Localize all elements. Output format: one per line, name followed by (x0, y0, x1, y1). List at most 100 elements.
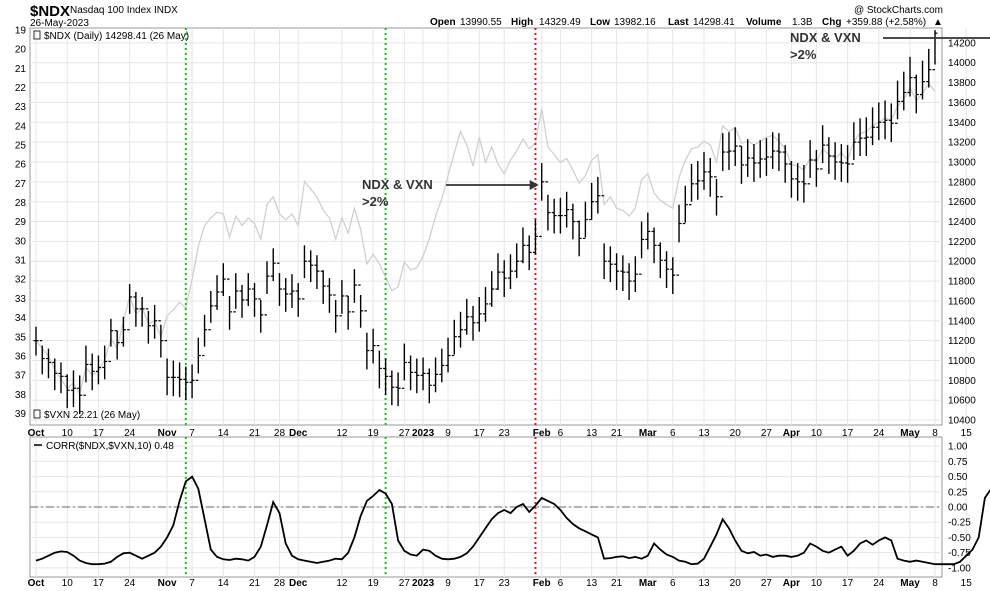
ohlc-bar (145, 308, 151, 344)
x-tick-label: 8 (932, 428, 938, 439)
ohlc-bar (620, 255, 626, 292)
x-tick-label: Apr (783, 578, 800, 589)
x-tick-label: 10 (62, 428, 74, 439)
ohlc-bar (351, 269, 357, 313)
price-grid (30, 28, 967, 425)
ohlc-bar (270, 248, 276, 282)
x-tick-label: 6 (670, 428, 676, 439)
ohlc-bar (77, 375, 83, 415)
ohlc-bar (308, 250, 314, 283)
price-tick-label: 11200 (948, 336, 976, 347)
ohlc-bar (276, 262, 282, 306)
x-tick-label: 6 (558, 578, 564, 589)
ohlc-bar (713, 176, 719, 216)
ohlc-bar (901, 71, 907, 111)
ohlc-bar (220, 263, 226, 296)
x-tick-label: 21 (611, 428, 623, 439)
ohlc-bar (326, 278, 332, 313)
ohlc-bar (289, 274, 295, 308)
ohlc-bar (333, 294, 339, 333)
correlation-line (35, 475, 990, 566)
ohlc-bar (863, 117, 869, 157)
corr-legend-text: CORR($NDX,$VXN,10) 0.48 (46, 441, 174, 452)
ohlc-bar (301, 245, 307, 300)
x-tick-label: 6 (558, 428, 564, 439)
x-tick-label: Nov (158, 578, 177, 589)
x-tick-label: 21 (611, 578, 623, 589)
ohlc-bar (570, 203, 576, 240)
x-tick-label: 2023 (412, 578, 435, 589)
x-tick-label: 19 (368, 428, 380, 439)
ohlc-bar (763, 138, 769, 176)
ohlc-bar (489, 271, 495, 307)
price-tick-label: 13400 (948, 118, 976, 129)
x-tick-label: 17 (842, 578, 854, 589)
annotation-arrow-head (529, 180, 539, 190)
ohlc-bar (782, 145, 788, 183)
corr-tick-label: 0.00 (948, 503, 968, 514)
x-tick-label: 17 (474, 578, 486, 589)
ohlc-bar (595, 176, 601, 214)
ohlc-bar (52, 358, 58, 391)
ohlc-bar (139, 296, 145, 327)
x-tick-label: 10 (62, 578, 74, 589)
ohlc-bar (857, 118, 863, 157)
corr-tick-label: 1.00 (948, 442, 968, 453)
x-tick-label: 10 (811, 578, 823, 589)
x-tick-label: 28 (274, 428, 286, 439)
x-tick-label: 27 (399, 578, 411, 589)
ohlc-bar (408, 355, 414, 391)
symbol-title: $NDX (30, 3, 70, 20)
x-tick-label: 17 (474, 428, 486, 439)
ohlc-bar (651, 227, 657, 264)
axis-labels: 10400 10600 10800 11000 11200 11400 11600 11800… (15, 25, 976, 589)
low-value: 13982.16 (614, 17, 656, 28)
chg-up-icon: ▲ (933, 17, 943, 28)
vxn-tick-label: 22 (15, 83, 27, 94)
x-tick-label: 15 (961, 578, 973, 589)
annotation-line2: >2% (362, 194, 389, 209)
price-tick-label: 12000 (948, 257, 976, 268)
price-tick-label: 13600 (948, 98, 976, 109)
ohlc-bar (495, 253, 501, 291)
x-tick-label: 27 (399, 428, 411, 439)
x-tick-label: Feb (533, 428, 551, 439)
open-value: 13990.55 (460, 17, 502, 28)
corr-legend: CORR($NDX,$VXN,10) 0.48 (34, 441, 174, 452)
ohlc-bar (464, 298, 470, 335)
volume-label: Volume (746, 17, 782, 28)
x-tick-label: 17 (93, 428, 105, 439)
ohlc-bar (907, 56, 913, 97)
ohlc-bar (645, 212, 651, 250)
vxn-tick-label: 25 (15, 140, 27, 151)
ohlc-bar (370, 328, 376, 364)
ohlc-bar (770, 132, 776, 169)
ohlc-bar (164, 340, 170, 396)
vxn-tick-label: 23 (15, 102, 27, 113)
ohlc-bar (564, 191, 570, 228)
ohlc-bar (526, 235, 532, 271)
open-label: Open (430, 17, 456, 28)
ohlc-bar (532, 219, 538, 255)
vxn-tick-label: 29 (15, 217, 27, 228)
high-value: 14329.49 (539, 17, 581, 28)
x-tick-label: 23 (499, 578, 511, 589)
ndx-legend: $NDX (Daily) 14298.41 (26 May) (33, 30, 189, 42)
corr-tick-label: -0.25 (948, 518, 971, 529)
vxn-tick-label: 27 (15, 179, 27, 190)
ohlc-bar (913, 74, 919, 114)
ohlc-bar (227, 278, 233, 330)
ohlc-bar (258, 298, 264, 333)
ohlc-legend-icon (33, 30, 41, 40)
ohlc-bar (607, 246, 613, 283)
ohlc-bar (813, 150, 819, 187)
x-tick-label: Mar (639, 578, 657, 589)
ohlc-bar (433, 357, 439, 393)
vxn-legend-text: $VXN 22.21 (26 May) (44, 410, 140, 421)
ohlc-bar (689, 163, 695, 206)
ohlc-bar (926, 48, 932, 88)
ohlc-bar (726, 132, 732, 170)
ohlc-bar (664, 251, 670, 289)
ohlc-bar (639, 221, 645, 275)
x-tick-label: 8 (932, 578, 938, 589)
